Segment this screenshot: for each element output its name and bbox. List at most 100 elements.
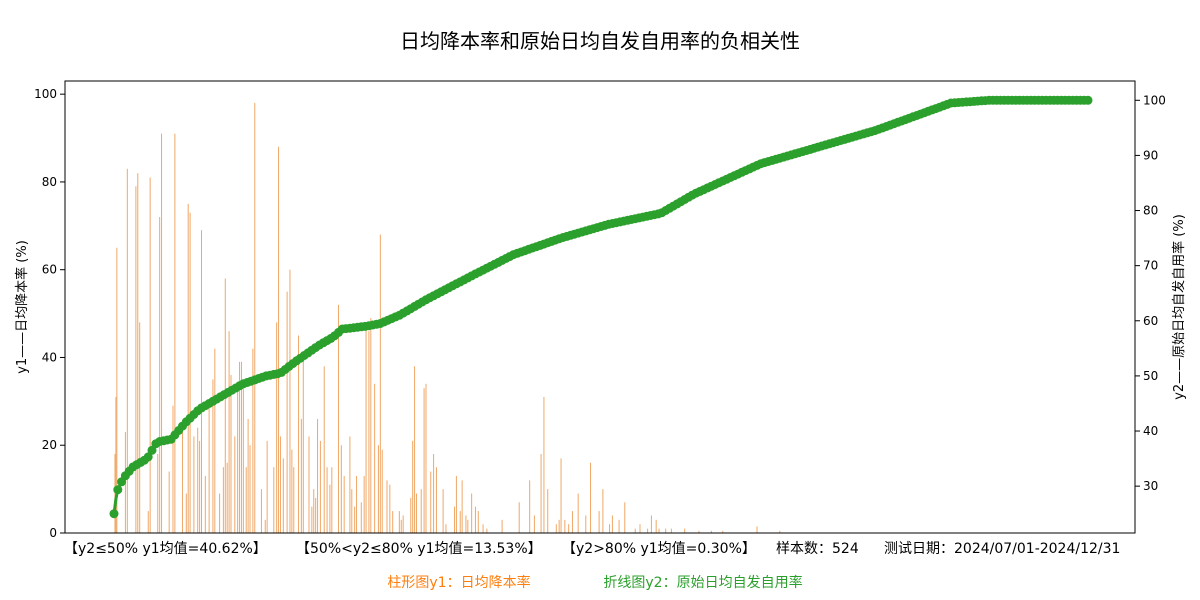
bar [351, 489, 353, 533]
left-tick-label: 80 [42, 175, 57, 189]
bar [389, 484, 391, 533]
bar [465, 515, 467, 533]
bar [157, 454, 159, 533]
bar [568, 524, 570, 533]
stats-group1: 【y2≤50% y1均值=40.62%】 [64, 541, 267, 557]
stats-test-date: 测试日期：2024/07/01-2024/12/31 [884, 541, 1120, 557]
bar [139, 322, 141, 533]
bar [116, 247, 118, 534]
bar [326, 467, 328, 533]
bar [161, 133, 163, 533]
bar [343, 475, 345, 533]
right-tick-label: 40 [1143, 424, 1158, 438]
bar [239, 361, 241, 533]
bar [670, 528, 672, 533]
stats-group2: 【50%<y2≤80% y1均值=13.53%】 [296, 541, 542, 557]
bar [577, 493, 579, 533]
bar [482, 524, 484, 533]
bar [193, 436, 195, 533]
bar [547, 489, 549, 533]
bar [420, 489, 422, 533]
right-tick-label: 90 [1143, 148, 1158, 162]
bar [379, 234, 381, 534]
bar [204, 475, 206, 533]
bar [168, 471, 170, 533]
bar [298, 335, 300, 533]
bar [174, 133, 176, 533]
bar [779, 530, 781, 533]
bar [354, 506, 356, 533]
bar [356, 475, 358, 533]
line-point [109, 509, 119, 519]
bar [214, 348, 216, 533]
bar [430, 471, 432, 533]
bar [273, 467, 275, 533]
bar [337, 304, 339, 533]
bar [698, 530, 700, 533]
bar [398, 511, 400, 533]
bar [425, 383, 427, 533]
bar [291, 449, 293, 533]
bar [252, 348, 254, 533]
bar [115, 396, 117, 533]
bar [533, 515, 535, 533]
bar [363, 475, 365, 533]
bar [313, 489, 315, 533]
bar [639, 524, 641, 533]
bar [230, 375, 232, 533]
line-point [1083, 95, 1093, 105]
bar [181, 432, 183, 533]
bar [402, 515, 404, 533]
bar [234, 436, 236, 533]
bar [374, 383, 376, 533]
bar [147, 511, 149, 533]
bar [474, 506, 476, 533]
bar [571, 511, 573, 533]
bar [585, 515, 587, 533]
bar [455, 475, 457, 533]
bar [618, 519, 620, 533]
bar [365, 326, 367, 533]
bar [199, 440, 201, 533]
bar [331, 467, 333, 533]
bar [228, 331, 230, 533]
bar [197, 427, 199, 533]
stats-annotation: 【y2≤50% y1均值=40.62%】 【50%<y2≤80% y1均值=13… [64, 541, 1120, 557]
bar [172, 405, 174, 533]
stats-group3: 【y2>80% y1均值=0.30%】 [562, 541, 756, 557]
bar [254, 102, 256, 534]
bar [185, 493, 187, 533]
bar [590, 462, 592, 533]
left-tick-label: 20 [42, 438, 57, 452]
bar [501, 519, 503, 533]
bar [149, 177, 151, 533]
bar [266, 440, 268, 533]
bar [392, 511, 394, 533]
bar [540, 454, 542, 533]
bar [442, 489, 444, 533]
bar [555, 524, 557, 533]
left-tick-label: 40 [42, 350, 57, 364]
plot-frame [64, 80, 1136, 534]
bar [237, 388, 239, 533]
bar [461, 480, 463, 533]
bar [276, 322, 278, 533]
bar [486, 528, 488, 533]
right-tick-label: 80 [1143, 204, 1158, 218]
bar [710, 530, 712, 533]
line-point [143, 452, 153, 462]
bar [247, 418, 249, 533]
bar [245, 467, 247, 533]
right-tick-label: 70 [1143, 259, 1158, 273]
bar [260, 489, 262, 533]
left-tick-label: 60 [42, 263, 57, 277]
bar [684, 528, 686, 533]
bar [602, 489, 604, 533]
bar [289, 269, 291, 533]
bar [665, 528, 667, 533]
bar [518, 502, 520, 533]
legend-line: 折线图y2：原始日均自发自用率 [603, 574, 802, 591]
bar [329, 484, 331, 533]
bar [543, 396, 545, 533]
bar [381, 449, 383, 533]
